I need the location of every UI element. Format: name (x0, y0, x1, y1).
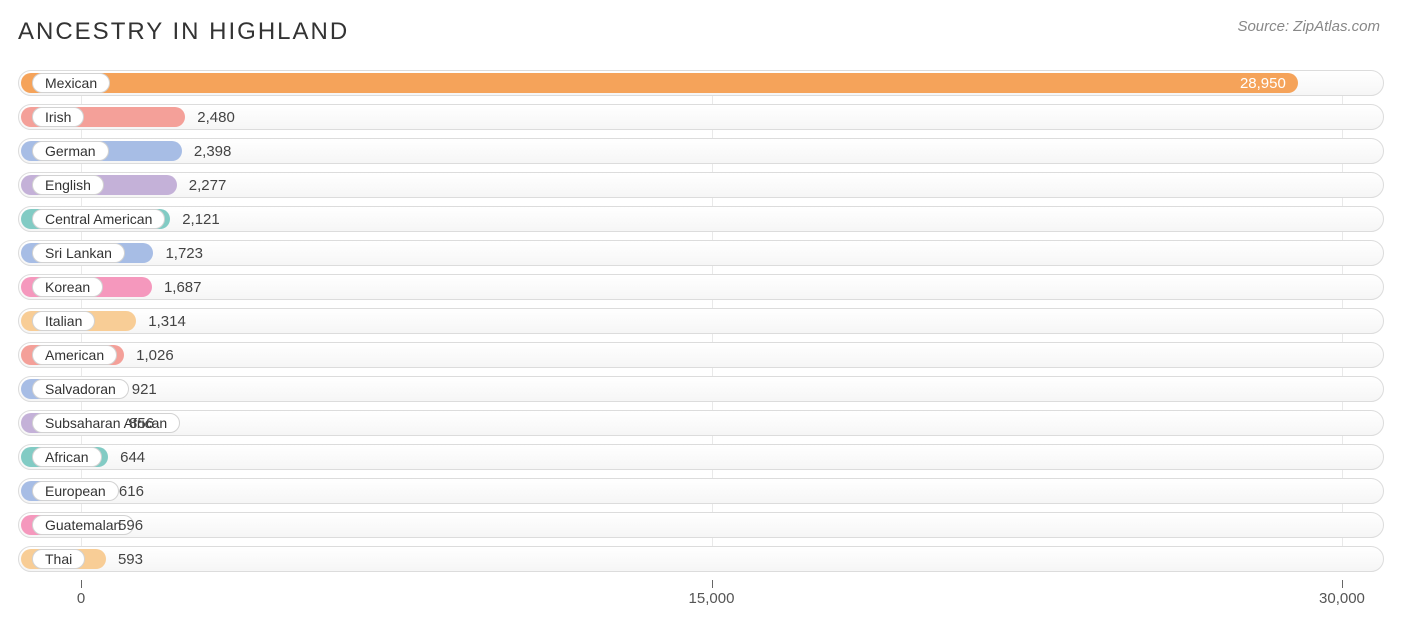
bar-value: 1,314 (136, 308, 186, 334)
bar-row: Salvadoran 921 (18, 376, 1388, 402)
bar-label: Italian (45, 314, 82, 328)
axis-tick-label: 15,000 (689, 590, 735, 607)
axis-tick-label: 0 (77, 590, 85, 607)
bar-label-pill: German (32, 141, 109, 161)
bar-track (18, 444, 1384, 470)
bar-value: 856 (117, 410, 154, 436)
bar-row: Subsaharan African856 (18, 410, 1388, 436)
chart-rows: Mexican28,950 Irish 2,480 German 2,398 Englis… (18, 70, 1388, 572)
bar-label: African (45, 450, 89, 464)
bar-label: Salvadoran (45, 382, 116, 396)
bar-row: Korean 1,687 (18, 274, 1388, 300)
bar-track (18, 376, 1384, 402)
bar-value: 28,950 (21, 70, 1298, 96)
bar-label: European (45, 484, 106, 498)
bar-value: 2,121 (170, 206, 220, 232)
bar-row: Thai 593 (18, 546, 1388, 572)
axis-tick (712, 580, 713, 588)
bar-row: Italian 1,314 (18, 308, 1388, 334)
bar-label: Thai (45, 552, 72, 566)
bar-value: 2,480 (185, 104, 235, 130)
bar-row: American 1,026 (18, 342, 1388, 368)
bar-label-pill: Subsaharan African (32, 413, 180, 433)
chart-title: ANCESTRY IN HIGHLAND (18, 18, 349, 46)
axis-tick-label: 30,000 (1319, 590, 1365, 607)
ancestry-chart: ANCESTRY IN HIGHLAND Source: ZipAtlas.co… (0, 0, 1406, 644)
bar-value: 1,687 (152, 274, 202, 300)
bar-track (18, 206, 1384, 232)
bar-label-pill: European (32, 481, 119, 501)
bar-row: Irish 2,480 (18, 104, 1388, 130)
bar-row: Sri Lankan 1,723 (18, 240, 1388, 266)
axis-tick (81, 580, 82, 588)
bar-value: 2,398 (182, 138, 232, 164)
bar-track (18, 512, 1384, 538)
bar-label-pill: Sri Lankan (32, 243, 125, 263)
chart-source: Source: ZipAtlas.com (1237, 18, 1388, 35)
bar-value: 1,723 (153, 240, 203, 266)
bar-row: English 2,277 (18, 172, 1388, 198)
bar-row: European616 (18, 478, 1388, 504)
bar-value: 644 (108, 444, 145, 470)
axis-tick (1342, 580, 1343, 588)
bar-row: Central American 2,121 (18, 206, 1388, 232)
bar-value: 2,277 (177, 172, 227, 198)
bar-row: Mexican28,950 (18, 70, 1388, 96)
bar-label-pill: Central American (32, 209, 165, 229)
bar-label: Korean (45, 280, 90, 294)
bar-label-pill: American (32, 345, 117, 365)
bar-value: 1,026 (124, 342, 174, 368)
bar-row: African 644 (18, 444, 1388, 470)
bar-label-pill: English (32, 175, 104, 195)
bar-label-pill: Irish (32, 107, 84, 127)
bar-track (18, 410, 1384, 436)
bar-value: 616 (107, 478, 144, 504)
bar-label: English (45, 178, 91, 192)
bar-label-pill: Italian (32, 311, 95, 331)
bar-track (18, 342, 1384, 368)
x-axis: 0 15,000 30,000 (18, 580, 1388, 614)
bar-track (18, 308, 1384, 334)
bar-value: 921 (120, 376, 157, 402)
bar-label-pill: Thai (32, 549, 85, 569)
bar-label: Central American (45, 212, 152, 226)
bar-label: Sri Lankan (45, 246, 112, 260)
bar-value: 593 (106, 546, 143, 572)
bar-row: Guatemalan596 (18, 512, 1388, 538)
bar-value: 596 (106, 512, 143, 538)
bar-track (18, 478, 1384, 504)
bar-label: Irish (45, 110, 71, 124)
bar-row: German 2,398 (18, 138, 1388, 164)
bar-label: German (45, 144, 96, 158)
bar-track (18, 240, 1384, 266)
bar-label-pill: Korean (32, 277, 103, 297)
bar-track (18, 546, 1384, 572)
bar-label-pill: African (32, 447, 102, 467)
bar-label-pill: Salvadoran (32, 379, 129, 399)
chart-header: ANCESTRY IN HIGHLAND Source: ZipAtlas.co… (18, 18, 1388, 46)
bar-label: American (45, 348, 104, 362)
bar-track (18, 274, 1384, 300)
